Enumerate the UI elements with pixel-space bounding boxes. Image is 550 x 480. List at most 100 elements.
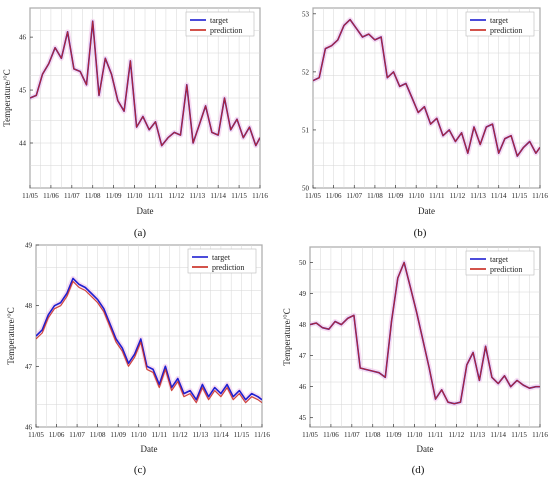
x-tick-label: 11/06 (43, 192, 59, 200)
y-axis-label: Temperature/°C (282, 308, 292, 365)
legend-label: target (490, 255, 509, 264)
y-tick-label: 45 (19, 87, 27, 95)
x-tick-label: 11/08 (365, 431, 381, 439)
series-line-prediction (310, 261, 540, 405)
y-tick-label: 48 (25, 302, 33, 310)
x-tick-label: 11/05 (28, 431, 44, 439)
x-tick-label: 11/15 (512, 192, 528, 200)
panel-label: (b) (414, 227, 427, 239)
y-tick-label: 51 (302, 126, 310, 134)
x-tick-label: 11/09 (386, 431, 402, 439)
y-tick-label: 46 (299, 383, 307, 391)
legend-label: prediction (212, 263, 244, 272)
legend-box (187, 248, 257, 274)
x-tick-label: 11/13 (469, 431, 485, 439)
x-tick-label: 11/11 (428, 431, 444, 439)
panel-label: (d) (412, 464, 425, 476)
y-tick-label: 52 (302, 68, 310, 76)
panel-label: (c) (134, 464, 147, 476)
y-tick-label: 49 (25, 242, 33, 250)
legend-label: target (212, 253, 231, 262)
legend-label: prediction (490, 265, 522, 274)
x-tick-label: 11/08 (90, 431, 106, 439)
series-line-prediction (36, 280, 262, 404)
x-tick-label: 11/06 (326, 192, 342, 200)
x-tick-label: 11/15 (231, 192, 247, 200)
y-tick-label: 46 (25, 424, 33, 432)
x-tick-label: 11/10 (408, 192, 424, 200)
y-tick-label: 47 (25, 363, 33, 371)
x-tick-label: 11/13 (470, 192, 486, 200)
x-tick-label: 11/07 (346, 192, 362, 200)
chart-panel-3: 11/05 11/06 11/07 11/08 11/09 11/10 11/11 11/12… (6, 242, 270, 477)
x-tick-label: 11/13 (189, 192, 205, 200)
panel-label: (a) (134, 227, 147, 239)
x-tick-label: 11/16 (252, 192, 268, 200)
x-tick-label: 11/12 (450, 192, 466, 200)
legend-label: target (490, 16, 509, 25)
plot-area (310, 260, 540, 407)
series-line-prediction (313, 19, 540, 157)
plot-area (36, 275, 262, 404)
chart-panel-2: 11/05 11/06 11/07 11/08 11/09 11/10 11/11 11/12… (302, 7, 548, 239)
y-tick-label: 48 (299, 321, 307, 329)
x-tick-label: 11/10 (131, 431, 147, 439)
x-tick-label: 11/10 (127, 192, 143, 200)
x-axis-label: Date (141, 444, 158, 454)
y-tick-label: 45 (299, 414, 307, 422)
x-tick-label: 11/16 (532, 192, 548, 200)
x-tick-label: 11/09 (106, 192, 122, 200)
x-tick-label: 11/14 (210, 192, 226, 200)
y-axis-label: Temperature/°C (2, 69, 12, 126)
x-tick-label: 11/05 (302, 431, 318, 439)
legend-label: target (210, 16, 229, 25)
x-tick-label: 11/11 (429, 192, 445, 200)
x-tick-label: 11/13 (193, 431, 209, 439)
x-tick-label: 11/06 (49, 431, 65, 439)
x-tick-label: 11/08 (367, 192, 383, 200)
x-tick-label: 11/12 (172, 431, 188, 439)
legend-box (465, 250, 535, 276)
x-axis-label: Date (417, 444, 434, 454)
y-tick-label: 53 (302, 10, 310, 18)
y-tick-label: 50 (299, 259, 307, 267)
x-tick-label: 11/10 (407, 431, 423, 439)
x-tick-label: 11/16 (532, 431, 548, 439)
plot-area (313, 17, 540, 159)
x-tick-label: 11/15 (511, 431, 527, 439)
x-axis-label: Date (137, 206, 154, 216)
y-tick-label: 50 (302, 185, 310, 193)
y-tick-label: 46 (19, 34, 27, 42)
legend-label: prediction (210, 26, 242, 35)
x-tick-label: 11/11 (152, 431, 168, 439)
x-tick-label: 11/07 (64, 192, 80, 200)
x-tick-label: 11/16 (254, 431, 270, 439)
x-tick-label: 11/15 (234, 431, 250, 439)
x-tick-label: 11/12 (169, 192, 185, 200)
chart-panel-1: 11/05 11/06 11/07 11/08 11/09 11/10 11/11 11/12… (2, 7, 268, 239)
y-tick-label: 47 (299, 352, 307, 360)
y-tick-label: 44 (19, 140, 27, 148)
legend-box (185, 11, 255, 37)
x-axis-label: Date (418, 206, 435, 216)
x-tick-label: 11/09 (388, 192, 404, 200)
y-axis-label: Temperature/°C (6, 307, 16, 364)
x-tick-label: 11/14 (491, 192, 507, 200)
x-tick-label: 11/05 (305, 192, 321, 200)
x-tick-label: 11/07 (344, 431, 360, 439)
y-tick-label: 49 (299, 290, 307, 298)
x-tick-label: 11/05 (22, 192, 38, 200)
x-tick-label: 11/09 (110, 431, 126, 439)
x-tick-label: 11/08 (85, 192, 101, 200)
plot-area (30, 18, 260, 149)
legend-label: prediction (490, 26, 522, 35)
x-tick-label: 11/14 (213, 431, 229, 439)
legend-box (465, 11, 535, 37)
series-line-target (36, 277, 262, 401)
chart-panel-4: 11/05 11/06 11/07 11/08 11/09 11/10 11/11 11/12… (282, 246, 548, 476)
